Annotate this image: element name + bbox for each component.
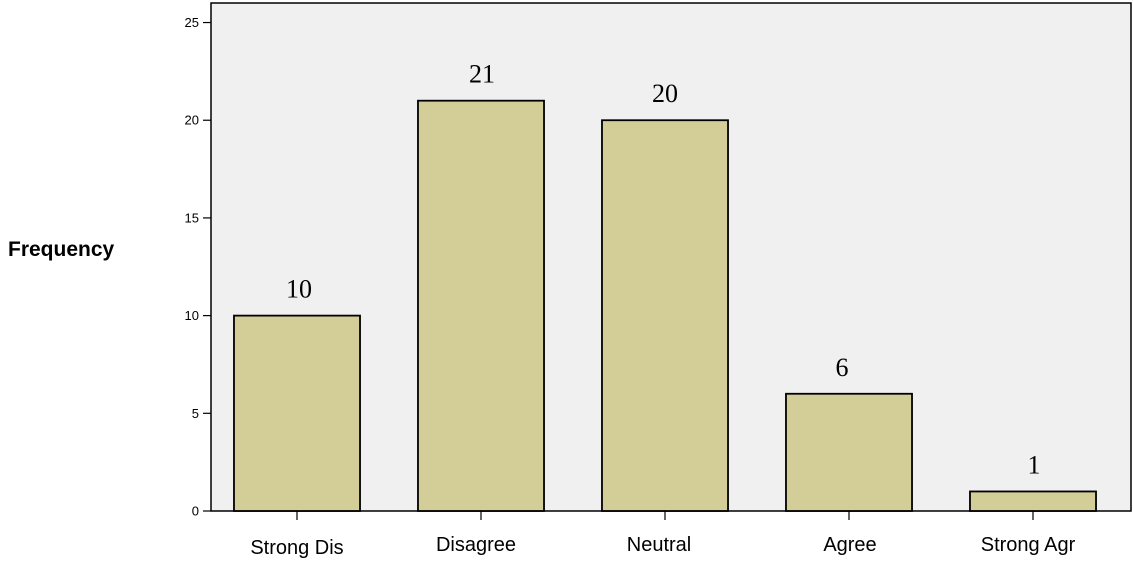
y-tick-label: 25 (185, 15, 199, 30)
y-tick-label: 5 (192, 406, 199, 421)
y-tick-label: 20 (185, 113, 199, 128)
x-tick-label: Disagree (436, 534, 516, 556)
y-tick-label: 15 (185, 210, 199, 225)
data-label: 10 (286, 275, 312, 304)
y-axis: 0 5 10 15 20 25 (185, 15, 211, 519)
x-tick-label: Strong Dis (250, 537, 343, 559)
bars: 10 21 20 6 1 (233, 60, 1097, 512)
y-axis-label: Frequency (8, 238, 115, 261)
bar (417, 99, 545, 512)
bar (233, 314, 361, 512)
data-label: 1 (1028, 450, 1041, 479)
data-label: 6 (836, 353, 849, 382)
bar (785, 392, 913, 512)
y-tick-label: 10 (185, 308, 199, 323)
x-tick-label: Neutral (627, 534, 691, 556)
x-tick-label: Agree (823, 534, 876, 556)
x-tick-label: Strong Agr (981, 534, 1076, 556)
x-axis: Strong Dis Disagree Neutral Agree Strong Agr (250, 511, 1076, 559)
bar (601, 119, 729, 512)
y-tick-label: 0 (192, 504, 199, 519)
data-label: 21 (469, 60, 495, 89)
bar (969, 490, 1097, 512)
data-label: 20 (652, 79, 678, 108)
